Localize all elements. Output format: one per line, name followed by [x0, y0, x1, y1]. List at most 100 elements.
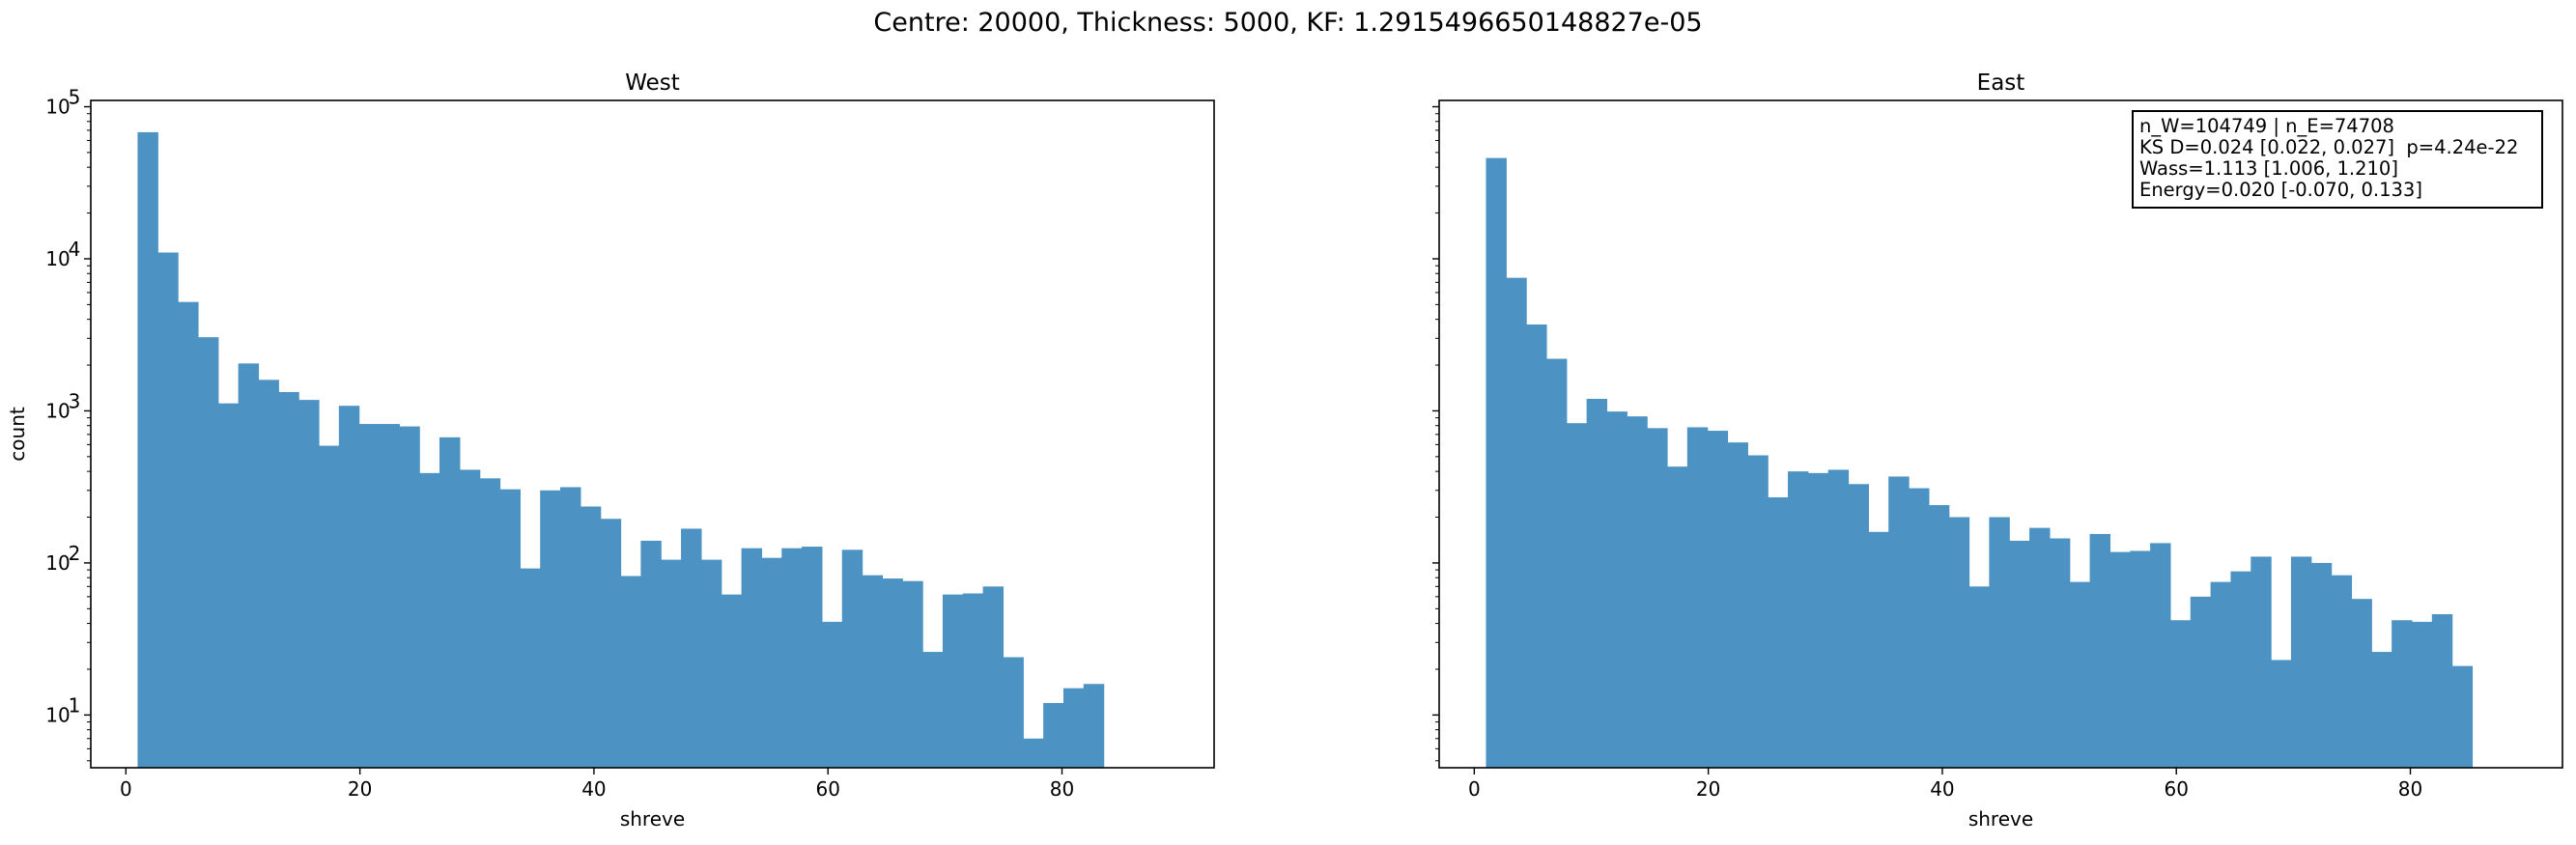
x-tick-label: 80 [1050, 777, 1074, 801]
histogram-bar [1506, 277, 1527, 768]
x-tick-label: 40 [581, 777, 606, 801]
histogram-bar [1043, 702, 1064, 768]
histogram-bar [902, 580, 923, 768]
histogram-bar [2271, 660, 2292, 768]
histogram-bar [580, 506, 602, 768]
histogram-bar [2069, 581, 2091, 768]
histogram-bar [1788, 471, 1809, 768]
histogram-bar [540, 490, 561, 768]
histogram-bar [1003, 657, 1024, 768]
histogram-bar [379, 424, 400, 768]
histogram-bar [2371, 652, 2392, 768]
histogram-bars [137, 131, 1105, 769]
histogram-bar [700, 559, 722, 768]
histogram-bar [318, 445, 340, 768]
histogram-bar [1909, 488, 1930, 768]
histogram-bar [2029, 527, 2051, 768]
histogram-bar [2210, 581, 2232, 768]
x-tick-label: 60 [2164, 777, 2188, 801]
histogram-bar [479, 478, 501, 768]
histogram-bar [2250, 556, 2272, 768]
histogram-bar [217, 403, 240, 768]
histogram-bar [862, 575, 884, 768]
histogram-bar [1989, 517, 2010, 768]
panel-title: East [1977, 70, 2025, 96]
y-tick-label: 10 [45, 551, 70, 575]
histogram-bar [2351, 599, 2372, 768]
histogram-bar [238, 363, 260, 768]
histogram-bar [741, 548, 763, 768]
x-axis-label: shreve [620, 807, 685, 831]
stats-wasserstein: Wass=1.113 [1.006, 1.210] [2139, 157, 2398, 180]
histogram-bar [2109, 551, 2131, 768]
y-tick-label: 10 [45, 703, 70, 726]
histogram-bar [640, 540, 662, 768]
east-panel: 0 20 40 60 80 East shreve [1432, 70, 2563, 831]
histogram-bars [1486, 157, 2474, 768]
histogram-bar [459, 469, 481, 768]
y-tick-label: 10 [45, 247, 70, 270]
histogram-bar [1827, 469, 1850, 768]
y-tick-exponent: 4 [69, 238, 81, 261]
histogram-bar [1486, 157, 1507, 768]
histogram-bar [922, 652, 944, 768]
histogram-bar [1747, 455, 1769, 768]
histogram-bar [278, 391, 299, 768]
histogram-bar [358, 424, 381, 768]
histogram-bar [1707, 431, 1729, 768]
y-tick-exponent: 1 [69, 693, 81, 717]
histogram-bar [821, 621, 843, 768]
histogram-bar [2290, 556, 2312, 768]
histogram-bar [1606, 411, 1628, 768]
histogram-bar [298, 400, 320, 768]
histogram-bar [197, 337, 219, 768]
histogram-bar [137, 131, 158, 769]
histogram-bar [761, 557, 782, 768]
histogram-bar [1686, 427, 1709, 768]
y-tick-exponent: 3 [69, 389, 81, 412]
histogram-bar [338, 406, 360, 768]
histogram-bar [2411, 621, 2433, 768]
histogram-bar [781, 548, 803, 768]
y-axis-label: count [6, 407, 29, 462]
histogram-bar [258, 380, 279, 768]
x-tick-label: 20 [1696, 777, 1720, 801]
histogram-bar [942, 594, 964, 768]
histogram-bar [2150, 543, 2171, 768]
y-tick-label: 10 [45, 96, 70, 119]
histogram-bar [499, 489, 521, 768]
panel-title: West [625, 70, 680, 96]
x-tick-label: 0 [120, 777, 132, 801]
histogram-bar [399, 426, 420, 768]
histogram-bar [882, 578, 903, 768]
x-tick-label: 80 [2398, 777, 2422, 801]
histogram-bar [1647, 428, 1668, 768]
histogram-bar [439, 437, 461, 768]
stats-legend-box: n_W=104749 | n_E=74708 KS D=0.024 [0.022,… [2132, 110, 2543, 209]
histogram-bar [1566, 423, 1588, 768]
histogram-bar [681, 528, 702, 768]
histogram-bar [560, 487, 581, 768]
histogram-bar [157, 252, 179, 768]
y-tick-label: 10 [45, 399, 70, 422]
histogram-bar [962, 593, 984, 768]
histogram-bar [1666, 466, 1688, 768]
stats-energy: Energy=0.020 [-0.070, 0.133] [2139, 179, 2422, 201]
histogram-bar [1083, 684, 1105, 768]
histogram-bar [2310, 562, 2333, 768]
histogram-bar [1627, 416, 1648, 768]
histogram-bar [2049, 538, 2071, 768]
histogram-bar [1062, 688, 1085, 768]
histogram-bar [1768, 496, 1789, 768]
x-tick-label: 60 [815, 777, 839, 801]
histogram-bar [178, 301, 199, 768]
histogram-bar [2130, 550, 2151, 768]
histogram-bar [1968, 586, 1990, 768]
y-tick-exponent: 5 [69, 86, 81, 109]
y-tick-exponent: 2 [69, 542, 81, 565]
histogram-bar [1928, 505, 1950, 768]
histogram-bar [982, 586, 1005, 768]
stats-ks-test: KS D=0.024 [0.022, 0.027] p=4.24e-22 [2139, 136, 2519, 158]
